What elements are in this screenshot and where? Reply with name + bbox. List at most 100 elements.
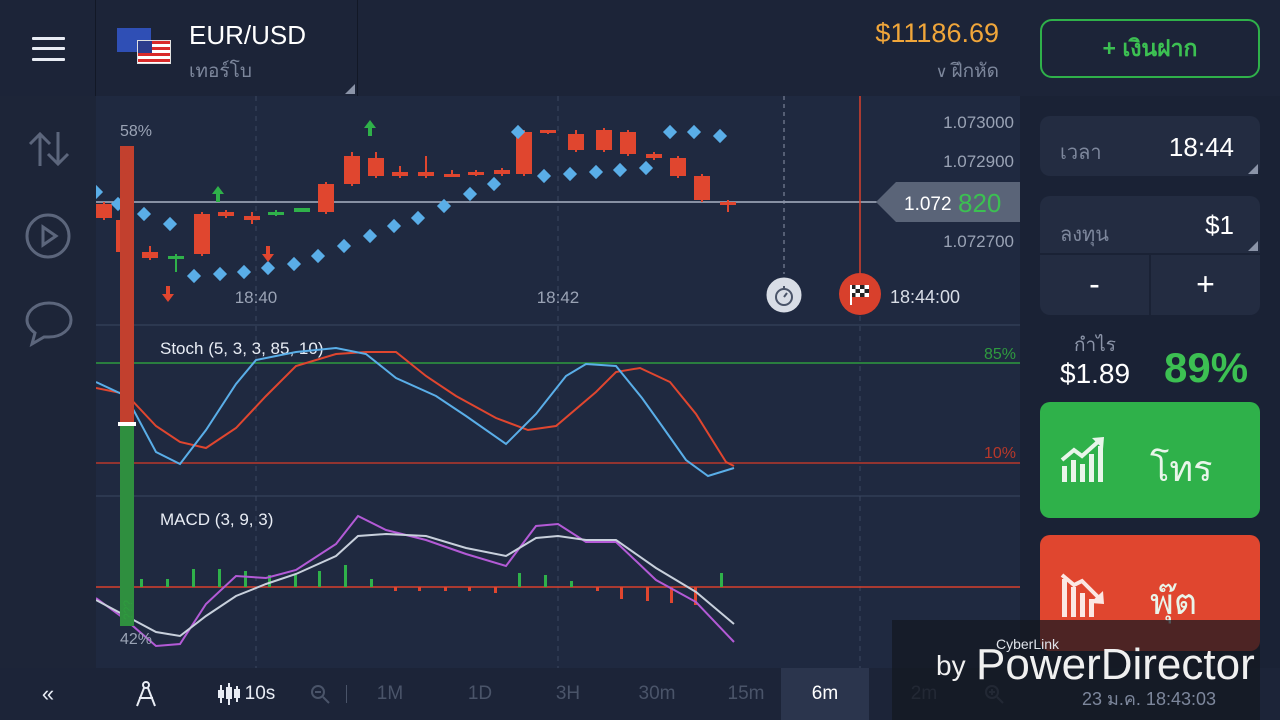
indicator-dot [136, 206, 152, 222]
indicator-dot [362, 228, 378, 244]
macd-bar [140, 579, 143, 587]
menu-icon [32, 37, 65, 40]
candle [620, 132, 636, 154]
profit-percent: 89% [1164, 344, 1249, 391]
indicator-dot [436, 198, 452, 214]
collapse-button[interactable]: « [0, 668, 96, 720]
indicator-dot [486, 176, 502, 192]
swap-arrows-icon[interactable] [24, 124, 74, 174]
macd-bar [570, 581, 573, 587]
candle [194, 214, 210, 254]
candle [268, 212, 284, 215]
candle [596, 130, 612, 150]
left-sidebar [0, 96, 96, 668]
timeframe-1D[interactable]: 1D [467, 683, 493, 704]
down-arrow-icon [262, 246, 274, 262]
drawing-tools-button[interactable] [96, 668, 196, 720]
candles [96, 128, 736, 272]
macd-bar [318, 571, 321, 587]
account-type-selector[interactable]: ∨ ฝึกหัด [936, 56, 999, 86]
trend-down-icon [1060, 573, 1104, 617]
chart-canvas[interactable]: 1.073000 1.072900 1.072700 18:40 18:42 1… [96, 96, 1020, 668]
time-tick: 18:42 [537, 288, 580, 307]
invest-label: ลงทุน [1060, 224, 1109, 246]
indicator-dots [96, 124, 728, 284]
candle [344, 156, 360, 184]
account-balance[interactable]: $11186.69 [875, 18, 999, 48]
macd-bar [670, 587, 673, 603]
increase-investment-button[interactable]: + [1151, 255, 1260, 315]
macd-label: MACD (3, 9, 3) [160, 510, 273, 529]
toolbar-divider [346, 685, 347, 703]
timeframe-15m[interactable]: 15m [727, 683, 765, 704]
candle [418, 172, 434, 176]
sentiment-top: 58% [120, 123, 152, 140]
macd-bar [494, 587, 497, 593]
play-icon[interactable] [24, 211, 74, 261]
candle [96, 204, 112, 218]
watermark-product: PowerDirector [976, 640, 1255, 689]
server-datetime: 23 ม.ค. 18:43:03 [1082, 689, 1216, 709]
investment-selector[interactable]: ลงทุน $1 [1040, 196, 1260, 253]
price-chart[interactable]: 1.073000 1.072900 1.072700 18:40 18:42 1… [96, 96, 1020, 668]
indicator-dot [212, 266, 228, 282]
asset-type: เทอร์โบ [189, 61, 252, 82]
menu-button[interactable] [0, 0, 96, 96]
candle [468, 172, 484, 175]
candle-interval-button[interactable]: 10s [196, 668, 296, 720]
candle [244, 216, 260, 220]
trade-panel: เวลา 18:44 ลงทุน $1 - + กำไร $1.89 89% โ… [1020, 96, 1280, 668]
time-label: เวลา [1060, 142, 1102, 164]
zoom-out-button[interactable] [300, 668, 340, 720]
sentiment-bottom-marks: ??? [121, 600, 135, 620]
macd-line [96, 514, 735, 648]
macd-bar [444, 587, 447, 591]
up-arrow-icon [212, 186, 224, 202]
candle [318, 184, 334, 212]
timeframe-3H[interactable]: 3H [555, 683, 581, 704]
compass-icon [136, 681, 156, 707]
candle [142, 252, 158, 258]
asset-selector[interactable]: EUR/USD เทอร์โบ [97, 0, 358, 96]
macd-bar [544, 575, 547, 587]
indicator-dot [712, 128, 728, 144]
candle [444, 174, 460, 177]
macd-bar [468, 587, 471, 591]
up-arrow-icon [364, 120, 376, 136]
expiry-time: 18:44:00 [890, 287, 960, 307]
decrease-investment-button[interactable]: - [1040, 255, 1149, 315]
down-arrow-icon [162, 286, 174, 302]
macd-bar [344, 565, 347, 587]
indicator-dot [260, 260, 276, 276]
deposit-button[interactable]: + เงินฝาก [1040, 19, 1260, 78]
candle [516, 132, 532, 174]
sentiment-divider [118, 422, 136, 426]
profit-value: $1.89 [1060, 358, 1131, 389]
candle [294, 208, 310, 212]
chevron-down-icon: ∨ [935, 64, 948, 81]
timeframe-30m[interactable]: 30m [638, 683, 676, 704]
candle [720, 202, 736, 205]
time-axis: 18:40 18:42 [235, 288, 580, 307]
call-button[interactable]: โทร [1040, 402, 1260, 518]
stoch-main-line [96, 346, 735, 478]
timeframe-6m[interactable]: 6m [781, 668, 869, 720]
candle [540, 130, 556, 133]
macd-bar [166, 579, 169, 587]
asset-name: EUR/USD [189, 20, 307, 50]
sentiment-bar-up [120, 424, 134, 626]
sentiment-top-marks: ???? [121, 148, 135, 175]
candle [494, 170, 510, 174]
trend-up-icon [1060, 437, 1104, 482]
dropdown-corner-icon [1248, 241, 1258, 251]
timeframe-1M[interactable]: 1M [376, 683, 404, 704]
expiry-time-selector[interactable]: เวลา 18:44 [1040, 116, 1260, 176]
indicator-dot [638, 160, 654, 176]
candle [694, 176, 710, 200]
indicator-dot [686, 124, 702, 140]
indicator-dot [612, 162, 628, 178]
current-price-tail: 820 [958, 188, 1001, 218]
chat-icon[interactable] [24, 298, 74, 348]
candle [392, 172, 408, 176]
dropdown-corner-icon [345, 84, 355, 94]
